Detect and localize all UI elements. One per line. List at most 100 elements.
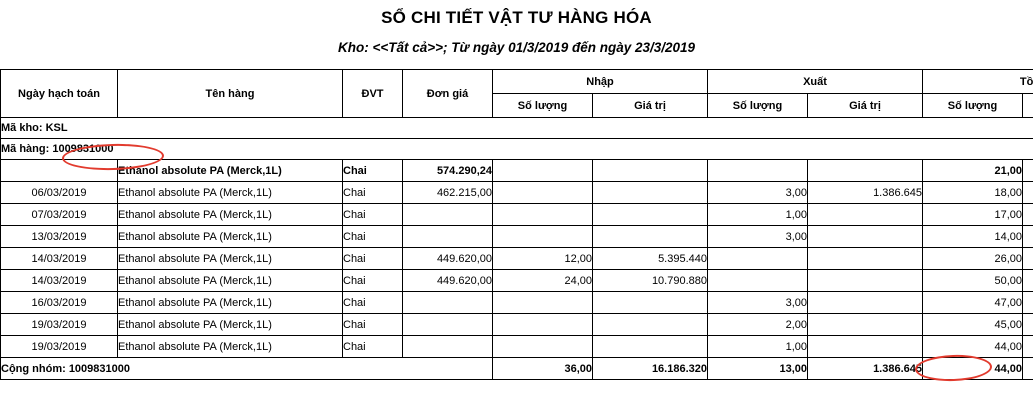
cell-unit: Chai	[343, 270, 403, 292]
cell-out-value	[808, 336, 923, 358]
cell-in-value: 5.395.440	[593, 248, 708, 270]
item-code-label: Mã hàng: 1009831000	[1, 139, 1033, 160]
group-total-row: Cộng nhóm: 1009831000 36,00 16.186.320 1…	[1, 358, 1033, 380]
opening-name: Ethanol absolute PA (Merck,1L)	[118, 160, 343, 182]
cell-date: 19/03/2019	[1, 314, 118, 336]
total-out-value: 1.386.645	[808, 358, 923, 380]
header-stock-value: Giá trị	[1023, 94, 1033, 118]
total-in-qty: 36,00	[493, 358, 593, 380]
cell-out-value	[808, 314, 923, 336]
cell-stock-qty: 44,00	[923, 336, 1023, 358]
opening-out-qty	[708, 160, 808, 182]
cell-out-qty: 3,00	[708, 292, 808, 314]
cell-stock-value: 10,6	[1023, 204, 1033, 226]
table-row: 14/03/2019 Ethanol absolute PA (Merck,1L…	[1, 270, 1033, 292]
cell-stock-qty: 50,00	[923, 270, 1023, 292]
cell-date: 07/03/2019	[1, 204, 118, 226]
page-title: SỔ CHI TIẾT VẬT TƯ HÀNG HÓA	[0, 8, 1033, 28]
page-subtitle: Kho: <<Tất cả>>; Từ ngày 01/3/2019 đến n…	[0, 40, 1033, 55]
cell-price: 449.620,00	[403, 270, 493, 292]
header-out-value: Giá trị	[808, 94, 923, 118]
cell-date: 19/03/2019	[1, 336, 118, 358]
cell-name: Ethanol absolute PA (Merck,1L)	[118, 292, 343, 314]
total-out-qty: 13,00	[708, 358, 808, 380]
table-row: 13/03/2019 Ethanol absolute PA (Merck,1L…	[1, 226, 1033, 248]
cell-in-qty	[493, 314, 593, 336]
cell-out-value	[808, 292, 923, 314]
cell-stock-qty: 45,00	[923, 314, 1023, 336]
cell-stock-qty: 47,00	[923, 292, 1023, 314]
cell-name: Ethanol absolute PA (Merck,1L)	[118, 270, 343, 292]
cell-price	[403, 226, 493, 248]
cell-in-value	[593, 226, 708, 248]
table-row: 07/03/2019 Ethanol absolute PA (Merck,1L…	[1, 204, 1033, 226]
table-row: 06/03/2019 Ethanol absolute PA (Merck,1L…	[1, 182, 1033, 204]
header-price: Đơn giá	[403, 70, 493, 118]
cell-stock-value: 26,8	[1023, 270, 1033, 292]
cell-in-value	[593, 204, 708, 226]
opening-balance-row: Ethanol absolute PA (Merck,1L) Chai 574.…	[1, 160, 1033, 182]
cell-stock-value: 10,6	[1023, 182, 1033, 204]
cell-price	[403, 292, 493, 314]
header-unit: ĐVT	[343, 70, 403, 118]
table-row: 19/03/2019 Ethanol absolute PA (Merck,1L…	[1, 314, 1033, 336]
document-page: SỔ CHI TIẾT VẬT TƯ HÀNG HÓA Kho: <<Tất c…	[0, 8, 1033, 408]
opening-stock-value: 12,0	[1023, 160, 1033, 182]
cell-price: 462.215,00	[403, 182, 493, 204]
cell-unit: Chai	[343, 226, 403, 248]
header-out-qty: Số lượng	[708, 94, 808, 118]
cell-out-qty: 1,00	[708, 204, 808, 226]
cell-date: 14/03/2019	[1, 248, 118, 270]
header-group-out: Xuất	[708, 70, 923, 94]
header-in-qty: Số lượng	[493, 94, 593, 118]
cell-in-value	[593, 182, 708, 204]
cell-stock-value: 26,8	[1023, 314, 1033, 336]
cell-in-qty: 12,00	[493, 248, 593, 270]
opening-price: 574.290,24	[403, 160, 493, 182]
opening-date	[1, 160, 118, 182]
cell-out-value	[808, 226, 923, 248]
cell-in-qty	[493, 292, 593, 314]
cell-name: Ethanol absolute PA (Merck,1L)	[118, 314, 343, 336]
cell-date: 16/03/2019	[1, 292, 118, 314]
cell-in-value	[593, 336, 708, 358]
cell-in-value	[593, 292, 708, 314]
cell-out-qty: 2,00	[708, 314, 808, 336]
cell-price	[403, 336, 493, 358]
cell-stock-value: 10,6	[1023, 226, 1033, 248]
header-group-stock: Tồn	[923, 70, 1033, 94]
total-stock-value: 26,88	[1023, 358, 1033, 380]
table-header-row: Ngày hạch toán Tên hàng ĐVT Đơn giá Nhập…	[1, 70, 1033, 94]
cell-name: Ethanol absolute PA (Merck,1L)	[118, 182, 343, 204]
cell-unit: Chai	[343, 336, 403, 358]
cell-out-qty	[708, 270, 808, 292]
cell-date: 06/03/2019	[1, 182, 118, 204]
cell-unit: Chai	[343, 314, 403, 336]
cell-name: Ethanol absolute PA (Merck,1L)	[118, 226, 343, 248]
warehouse-code-row: Mã kho: KSL	[1, 118, 1033, 139]
header-stock-qty: Số lượng	[923, 94, 1023, 118]
total-in-value: 16.186.320	[593, 358, 708, 380]
cell-unit: Chai	[343, 248, 403, 270]
cell-out-value: 1.386.645	[808, 182, 923, 204]
cell-stock-value: 26,8	[1023, 336, 1033, 358]
cell-unit: Chai	[343, 182, 403, 204]
cell-in-qty	[493, 182, 593, 204]
cell-in-value	[593, 314, 708, 336]
table-row: 16/03/2019 Ethanol absolute PA (Merck,1L…	[1, 292, 1033, 314]
cell-out-value	[808, 248, 923, 270]
opening-in-qty	[493, 160, 593, 182]
total-stock-qty: 44,00	[923, 358, 1023, 380]
warehouse-code-label: Mã kho: KSL	[1, 118, 1033, 139]
cell-out-qty: 3,00	[708, 226, 808, 248]
cell-stock-qty: 26,00	[923, 248, 1023, 270]
header-date: Ngày hạch toán	[1, 70, 118, 118]
cell-price	[403, 314, 493, 336]
cell-unit: Chai	[343, 292, 403, 314]
cell-out-qty	[708, 248, 808, 270]
cell-price	[403, 204, 493, 226]
cell-name: Ethanol absolute PA (Merck,1L)	[118, 336, 343, 358]
cell-stock-qty: 14,00	[923, 226, 1023, 248]
header-group-in: Nhập	[493, 70, 708, 94]
table-row: 19/03/2019 Ethanol absolute PA (Merck,1L…	[1, 336, 1033, 358]
